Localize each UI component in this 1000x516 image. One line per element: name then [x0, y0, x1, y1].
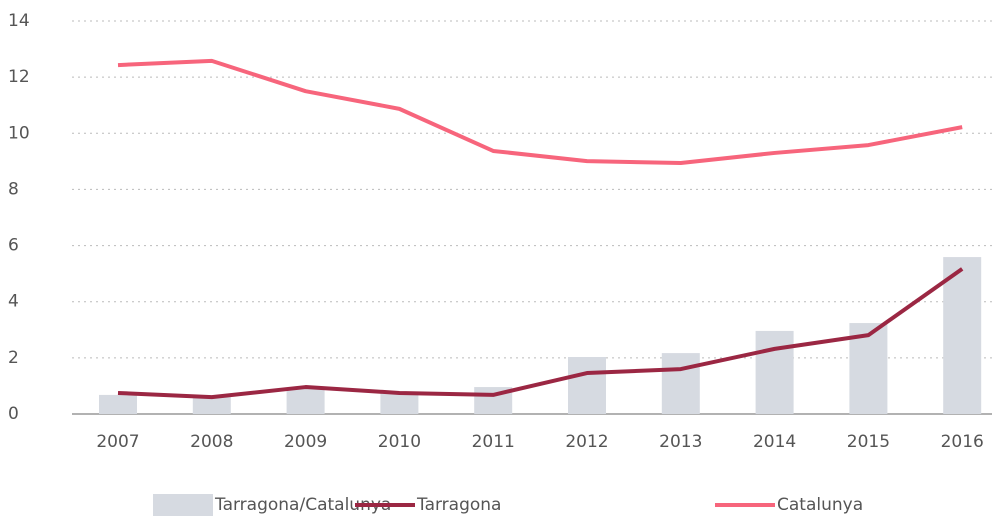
- y-tick-label: 4: [8, 292, 19, 312]
- x-tick-label: 2011: [472, 432, 515, 452]
- y-tick-label: 8: [8, 179, 19, 199]
- x-tick-label: 2014: [753, 432, 796, 452]
- y-tick-label: 10: [8, 123, 30, 143]
- y-tick-label: 12: [8, 67, 30, 87]
- x-tick-label: 2015: [847, 432, 890, 452]
- line: [117, 267, 964, 400]
- y-tick-label: 6: [8, 236, 19, 256]
- x-tick-label: 2008: [190, 432, 233, 452]
- bar: [568, 357, 606, 414]
- legend-label: Catalunya: [777, 495, 863, 515]
- line: [117, 58, 963, 166]
- bar: [286, 387, 325, 414]
- x-tick-label: 2009: [284, 432, 327, 452]
- x-tick-label: 2012: [565, 432, 608, 452]
- x-tick-label: 2010: [378, 432, 421, 452]
- legend-label: Tarragona/Catalunya: [214, 495, 391, 515]
- y-tick-label: 2: [8, 348, 19, 368]
- bar: [661, 353, 700, 414]
- bar: [755, 330, 794, 414]
- bar: [99, 394, 137, 414]
- y-tick-label: 0: [8, 404, 19, 424]
- legend-label: Tarragona: [416, 495, 501, 515]
- bar: [192, 397, 231, 414]
- x-tick-label: 2013: [659, 432, 702, 452]
- bar: [943, 257, 982, 414]
- legend-swatch: [153, 494, 213, 516]
- x-tick-label: 2007: [96, 432, 139, 452]
- bar: [380, 392, 419, 414]
- x-tick-label: 2016: [941, 432, 984, 452]
- y-tick-label: 14: [8, 11, 30, 31]
